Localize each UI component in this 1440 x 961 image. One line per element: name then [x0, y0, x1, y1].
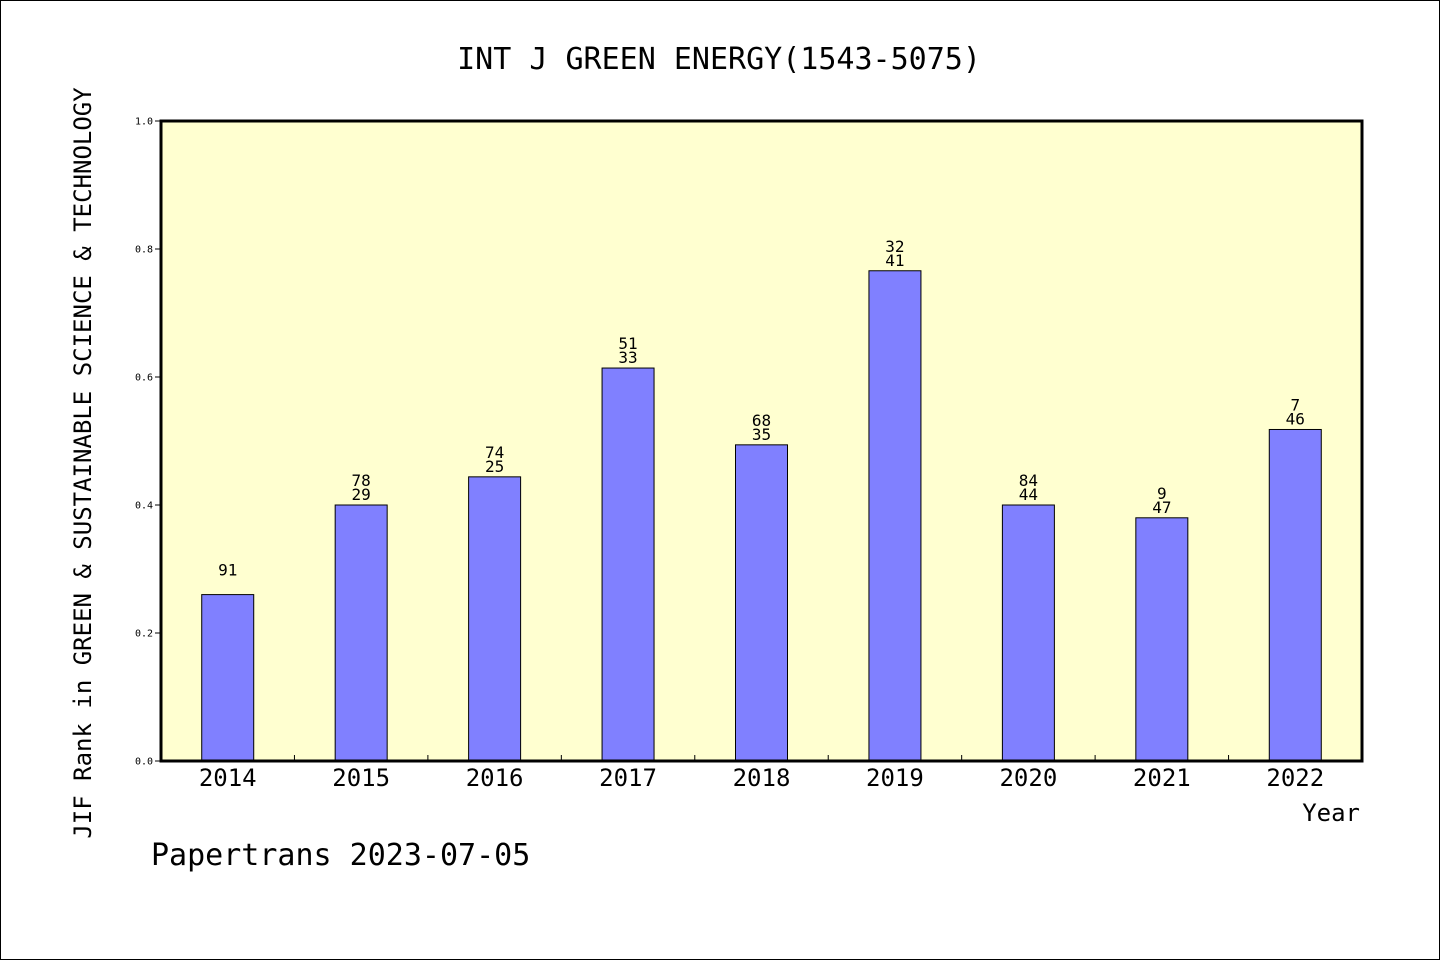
bar-2019: [868, 270, 922, 762]
bar-label-2022-2: 46: [1286, 409, 1305, 428]
x-tick-label-2021: 2021: [1133, 764, 1191, 792]
y-tick-label-0.8: 0.8: [135, 245, 153, 256]
bar-2016: [468, 476, 522, 762]
bar-label-2019-2: 41: [885, 251, 904, 270]
bar-2021: [1135, 517, 1189, 762]
bar-label-2015-2: 29: [352, 485, 371, 504]
plot-border: [159, 119, 1364, 763]
y-tick-label-0.0: 0.0: [135, 757, 153, 768]
y-tick-label-0.4: 0.4: [135, 501, 153, 512]
x-tick-label-2017: 2017: [599, 764, 657, 792]
y-tick-label-1.0: 1.0: [135, 117, 153, 128]
bar-label-2016-1: 74: [485, 443, 504, 462]
bar-label-2016-2: 25: [485, 457, 504, 476]
bar-label-2015-1: 78: [352, 471, 371, 490]
bar-2015: [334, 504, 388, 762]
footer-source-date: Papertrans 2023-07-05: [151, 838, 530, 873]
x-axis-label: Year: [1302, 799, 1360, 827]
x-tick-label-2014: 2014: [199, 764, 257, 792]
chart-title: INT J GREEN ENERGY(1543-5075): [457, 42, 981, 77]
x-ticks-group: 2014 2015 2016 2017 2018 2019 2020 2021 2022: [199, 755, 1324, 792]
bar-label-2017-2: 33: [618, 348, 637, 367]
bars-group: [201, 270, 1322, 762]
x-tick-label-2020: 2020: [999, 764, 1057, 792]
x-tick-label-2019: 2019: [866, 764, 924, 792]
bar-label-2020-2: 44: [1019, 485, 1038, 504]
x-tick-label-2022: 2022: [1266, 764, 1324, 792]
x-tick-label-2018: 2018: [733, 764, 791, 792]
bar-2022: [1268, 428, 1322, 762]
bar-label-2022-1: 7: [1290, 395, 1300, 414]
x-tick-label-2016: 2016: [466, 764, 524, 792]
bar-2020: [1001, 504, 1055, 762]
bar-label-2017-1: 51: [618, 334, 637, 353]
bar-label-2019-1: 32: [885, 237, 904, 256]
y-tick-label-0.6: 0.6: [135, 373, 153, 384]
bar-2014: [201, 594, 255, 762]
bar-label-2021-2: 47: [1152, 498, 1171, 517]
bar-label-2018-1: 68: [752, 411, 771, 430]
y-ticks-group: 0.0 0.2 0.4 0.6 0.8 1.0: [135, 117, 161, 768]
bar-label-2014-1: 91: [218, 561, 237, 580]
y-axis-label: JIF Rank in GREEN & SUSTAINABLE SCIENCE …: [69, 87, 97, 839]
bar-label-2018-2: 35: [752, 425, 771, 444]
y-tick-label-0.2: 0.2: [135, 629, 153, 640]
bar-2018: [735, 444, 788, 762]
bar-label-2021-1: 9: [1157, 484, 1167, 503]
bar-2017: [601, 367, 655, 762]
bar-label-2020-1: 84: [1019, 471, 1038, 490]
x-tick-label-2015: 2015: [332, 764, 390, 792]
